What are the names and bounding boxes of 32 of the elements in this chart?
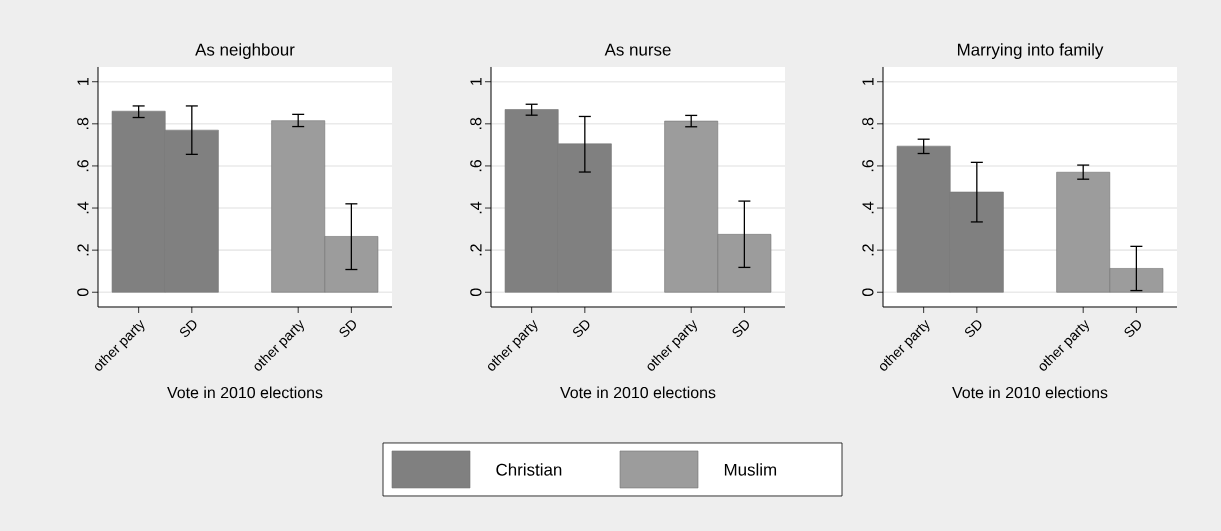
y-tick-label: .8 xyxy=(77,117,89,130)
x-tick-label: SD xyxy=(732,320,749,337)
x-axis-title: Vote in 2010 elections xyxy=(167,386,323,399)
x-tick-label: SD xyxy=(965,320,982,337)
x-axis-title: Vote in 2010 elections xyxy=(952,386,1108,399)
x-axis-title: Vote in 2010 elections xyxy=(560,386,716,399)
x-tick-label: SD xyxy=(1124,320,1141,337)
y-tick-label: .2 xyxy=(470,244,482,256)
y-tick-label: 1 xyxy=(77,78,89,85)
y-tick-label: 0 xyxy=(470,288,482,297)
y-tick-label: .6 xyxy=(470,159,482,172)
y-tick-label: 0 xyxy=(862,288,874,297)
x-tick-label: SD xyxy=(339,320,356,337)
chart-title: As neighbour xyxy=(195,43,295,59)
y-tick-label: .6 xyxy=(77,159,89,172)
y-tick-label: 1 xyxy=(470,78,482,85)
y-tick-label: .8 xyxy=(862,117,874,130)
y-tick-label: 1 xyxy=(862,78,874,85)
y-tick-label: 0 xyxy=(77,288,89,297)
chart-title: As nurse xyxy=(604,43,671,56)
legend-label: Christian xyxy=(496,463,562,476)
y-tick-label: .4 xyxy=(470,201,482,214)
x-tick-label: SD xyxy=(179,320,197,337)
y-tick-label: .2 xyxy=(862,244,874,256)
y-tick-label: .4 xyxy=(77,201,89,214)
y-tick-label: .8 xyxy=(470,117,482,130)
y-tick-label: .4 xyxy=(862,201,874,214)
y-tick-label: .2 xyxy=(77,244,89,256)
legend-label: Muslim xyxy=(724,463,777,476)
x-tick-label: SD xyxy=(573,320,590,337)
chart-title: Marrying into family xyxy=(957,43,1104,59)
y-tick-label: .6 xyxy=(862,159,874,172)
